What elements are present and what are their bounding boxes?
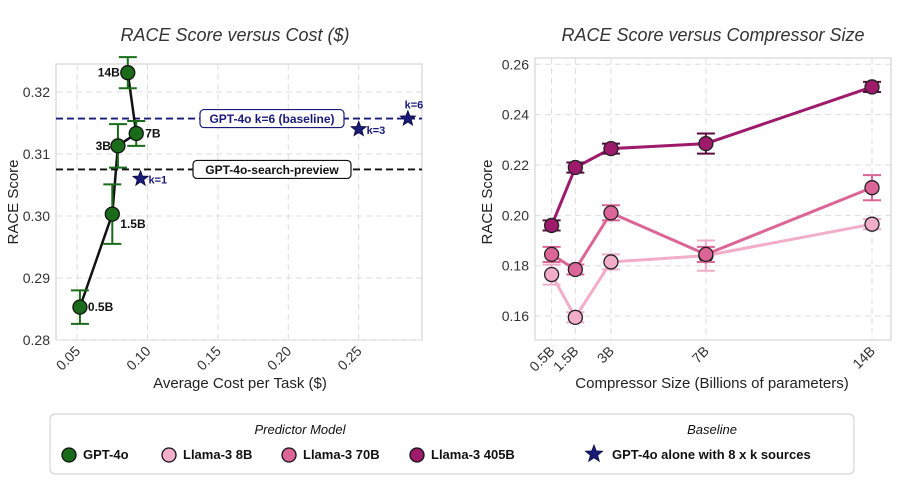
legend-marker-llama-3-70b [281,447,297,463]
right-x-tick-label: 14B [849,343,878,372]
legend-label-llama-3-8b: Llama-3 8B [183,447,252,462]
left-plot-frame [55,63,423,341]
right-y-tick-label: 0.20 [502,207,529,223]
llama-3-8b-point [603,254,619,270]
legend-marker-llama-3-8b [161,447,177,463]
llama-3-8b-point [543,266,560,283]
baseline-star-label: k=3 [367,125,386,137]
gpt4o-point-label: 3B [96,139,112,153]
right-chart-title: RACE Score versus Compressor Size [561,25,864,45]
baseline-k6-label-box [199,108,345,129]
left-x-tick-label: 0.15 [193,343,224,374]
legend-marker-baseline-star [584,443,604,463]
legend-label-llama-3-405b: Llama-3 405B [431,447,515,462]
llama-3-405b-point [864,79,880,95]
left-x-tick-label: 0.10 [123,343,154,374]
right-y-tick-label: 0.24 [502,107,529,123]
right-x-tick-label: 7B [689,343,712,366]
llama-3-8b-point [864,216,880,232]
llama-3-405b-point [543,217,560,234]
left-y-ticks: 0.28 0.29 0.30 0.31 0.32 [23,84,50,348]
llama-3-8b-point [567,309,583,325]
left-y-axis-label: RACE Score [5,159,22,244]
left-x-tick-label: 0.20 [264,343,295,374]
llama-3-70b-point [543,246,560,263]
baseline-star-label: k=1 [148,175,167,187]
gpt4o-point [104,206,120,222]
llama-3-70b-point [864,180,880,196]
left-y-tick-label: 0.28 [23,332,50,348]
right-plot-frame [534,57,892,341]
left-y-tick-label: 0.31 [23,146,50,162]
gpt4o-point-label: 14B [98,66,120,80]
legend-baseline-title: Baseline [687,422,737,437]
baseline-star [399,109,417,127]
llama-3-70b-point [698,246,714,263]
right-y-tick-label: 0.22 [502,157,529,173]
right-y-ticks: 0.16 0.18 0.20 0.22 0.24 0.26 [502,56,529,324]
left-stars: k=1 k=3 k=6 [131,100,424,187]
gpt4o-point-label: 0.5B [88,300,114,314]
right-x-tick-label: 3B [594,343,617,366]
left-gridlines [56,64,422,341]
llama-3-70b-point [603,205,619,221]
llama-3-405b-line [550,85,873,227]
search-preview-label-box [192,159,352,180]
right-y-tick-label: 0.16 [502,308,529,324]
baseline-star-label: k=6 [405,100,424,112]
right-y-tick-label: 0.26 [502,56,529,72]
legend-items: GPT-4o Llama-3 8B Llama-3 70B Llama-3 405B G… [61,443,811,463]
baseline-k6-label: GPT-4o k=6 (baseline) [209,112,334,126]
llama-3-70b-point [567,261,583,278]
left-x-tick-label: 0.05 [53,343,84,374]
left-x-tick-label: 0.25 [334,343,365,374]
legend-label-baseline: GPT-4o alone with 8 x k sources [612,447,811,462]
left-chart-title: RACE Score versus Cost ($) [120,25,349,45]
left-x-axis-label: Average Cost per Task ($) [153,375,327,392]
left-series: 0.5B 1.5B 3B 7B 14B [70,56,161,325]
llama-3-405b-point [698,135,714,152]
right-y-tick-label: 0.18 [502,258,529,274]
gpt4o-point-label: 7B [145,126,161,140]
baseline-star [349,119,368,137]
baseline-star [131,169,150,187]
left-y-tick-label: 0.29 [23,270,50,286]
right-y-axis-label: RACE Score [479,159,496,244]
gpt4o-point [120,65,136,81]
gpt4o-line [78,72,138,308]
right-x-axis-label: Compressor Size (Billions of parameters) [575,375,848,392]
llama-3-405b-point [603,140,619,157]
left-y-tick-label: 0.32 [23,84,50,100]
legend-predictor-title: Predictor Model [254,422,346,437]
gpt4o-point-label: 1.5B [120,217,146,231]
gpt4o-point [110,138,126,154]
left-chart: RACE Score versus Cost ($) 0.280.290.300… [5,25,423,392]
gpt4o-point [72,299,88,315]
right-x-tick-label: 1.5B [550,343,582,375]
gpt4o-point [128,125,144,142]
legend: Predictor Model Baseline GPT-4o Llama-3 8… [49,413,855,475]
legend-marker-llama-3-405b [409,447,425,463]
legend-label-llama-3-70b: Llama-3 70B [303,447,380,462]
legend-marker-gpt-4o [61,447,77,463]
legend-box [49,413,855,475]
llama-3-405b-point [567,159,583,176]
right-chart: RACE Score versus Compressor Size 0.160.… [479,25,892,392]
right-x-ticks: 0.5B1.5B 3B 7B 14B [526,343,878,375]
right-series [542,79,882,325]
left-x-ticks: 0.05 0.10 0.15 0.20 0.25 [53,343,365,374]
legend-label-gpt-4o: GPT-4o [83,447,129,462]
left-baselines: GPT-4o k=6 (baseline) GPT-4o-search-previ… [56,108,422,180]
search-preview-label: GPT-4o-search-preview [205,163,339,177]
left-y-tick-label: 0.30 [23,208,50,224]
